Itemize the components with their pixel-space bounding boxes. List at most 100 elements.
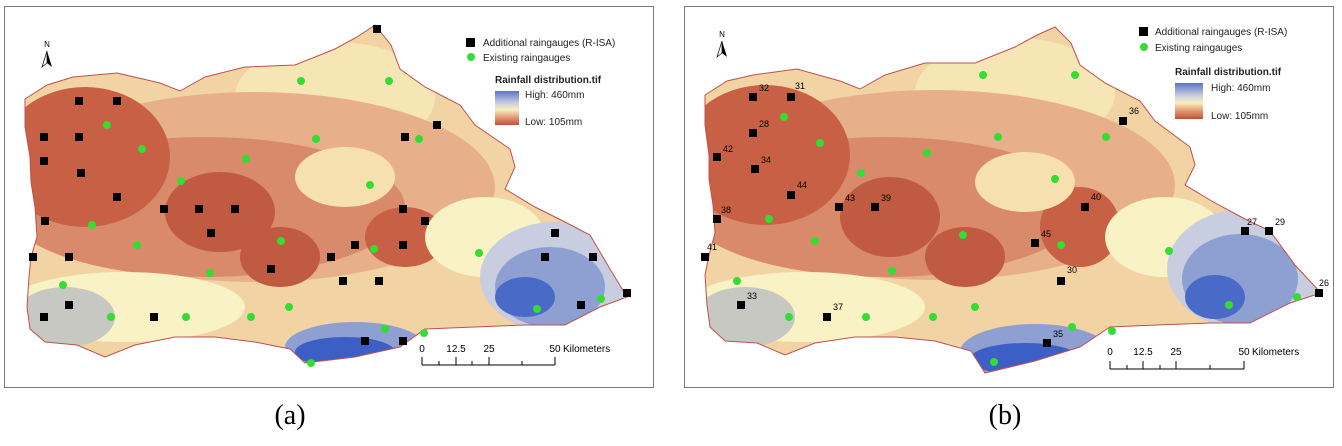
additional-gauge-marker bbox=[401, 133, 409, 141]
additional-gauge-marker bbox=[65, 301, 73, 309]
station-label: 39 bbox=[881, 193, 891, 203]
north-label: N bbox=[719, 30, 725, 39]
legend-existing-swatch bbox=[467, 53, 475, 61]
additional-gauge-marker bbox=[113, 193, 121, 201]
station-label: 33 bbox=[747, 291, 757, 301]
existing-gauge-marker bbox=[979, 71, 987, 79]
existing-gauge-marker bbox=[285, 303, 293, 311]
existing-gauge-marker bbox=[816, 139, 824, 147]
station-label: 37 bbox=[833, 302, 843, 312]
existing-gauge-marker bbox=[990, 358, 998, 366]
additional-gauge-marker bbox=[339, 277, 347, 285]
station-label: 32 bbox=[759, 83, 769, 93]
existing-gauge-marker bbox=[138, 145, 146, 153]
additional-gauge-marker bbox=[373, 25, 381, 33]
legend-existing-swatch bbox=[1140, 43, 1148, 51]
legend-additional-label: Additional raingauges (R-ISA) bbox=[1155, 27, 1287, 38]
map-a-svg: N Additional raingauges (R-ISA) Existing… bbox=[24, 24, 631, 367]
scale-tick-label: 25 bbox=[483, 344, 495, 355]
additional-gauge-marker bbox=[749, 129, 757, 137]
additional-gauge-marker bbox=[551, 229, 559, 237]
additional-gauge-marker bbox=[713, 215, 721, 223]
existing-gauge-marker bbox=[929, 313, 937, 321]
scale-bar-b: 0 12.5 25 50 Kilometers bbox=[1107, 347, 1299, 370]
additional-gauge-marker bbox=[737, 301, 745, 309]
additional-gauge-marker bbox=[751, 165, 759, 173]
scale-unit-label: Kilometers bbox=[1252, 347, 1299, 358]
additional-gauge-marker bbox=[361, 337, 369, 345]
existing-gauge-marker bbox=[307, 359, 315, 367]
additional-gauge-marker bbox=[399, 241, 407, 249]
existing-gauge-marker bbox=[103, 121, 111, 129]
station-label: 35 bbox=[1053, 329, 1063, 339]
scale-bar-a: 0 12.5 25 50 Kilometers bbox=[419, 344, 610, 366]
existing-gauge-marker bbox=[182, 313, 190, 321]
existing-gauge-marker bbox=[59, 281, 67, 289]
station-label: 27 bbox=[1247, 217, 1257, 227]
basin-boundary-b bbox=[704, 26, 1322, 374]
existing-gauge-marker bbox=[959, 231, 967, 239]
map-b-svg: 32 31 28 42 34 44 43 39 36 40 38 41 45 2… bbox=[701, 26, 1329, 374]
existing-gauge-marker bbox=[297, 77, 305, 85]
existing-gauge-marker bbox=[1071, 71, 1079, 79]
existing-gauge-marker bbox=[206, 269, 214, 277]
legend-low-label: Low: 105mm bbox=[1211, 111, 1268, 122]
additional-gauge-marker bbox=[327, 253, 335, 261]
additional-gauge-marker bbox=[29, 253, 37, 261]
station-label: 44 bbox=[797, 180, 807, 190]
rainfall-raster-b bbox=[705, 27, 1321, 373]
additional-gauge-marker bbox=[1031, 239, 1039, 247]
additional-gauge-marker bbox=[749, 93, 757, 101]
existing-gauge-marker bbox=[1057, 241, 1065, 249]
existing-gauge-marker bbox=[733, 277, 741, 285]
additional-gauge-marker bbox=[195, 205, 203, 213]
legend-additional-swatch bbox=[1139, 27, 1148, 36]
additional-gauge-marker bbox=[541, 253, 549, 261]
map-panel-a: N Additional raingauges (R-ISA) Existing… bbox=[4, 6, 654, 388]
existing-gauge-marker bbox=[1165, 247, 1173, 255]
rainfall-raster-a bbox=[25, 25, 627, 363]
additional-gauge-marker bbox=[267, 265, 275, 273]
figure-caption-a: (a) bbox=[274, 400, 306, 431]
additional-gauge-marker bbox=[835, 203, 843, 211]
north-label: N bbox=[44, 40, 50, 49]
additional-gauge-marker bbox=[623, 289, 631, 297]
station-labels-b: 32 31 28 42 34 44 43 39 36 40 38 41 45 2… bbox=[707, 81, 1329, 339]
existing-gauge-marker bbox=[971, 303, 979, 311]
existing-gauge-marker bbox=[765, 215, 773, 223]
existing-gauge-marker bbox=[597, 295, 605, 303]
figure-caption-b: (b) bbox=[988, 400, 1022, 431]
existing-gauge-marker bbox=[994, 133, 1002, 141]
existing-gauge-marker bbox=[1051, 175, 1059, 183]
existing-gauge-marker bbox=[1068, 323, 1076, 331]
existing-gauge-marker bbox=[177, 177, 185, 185]
additional-gauge-marker bbox=[1315, 289, 1323, 297]
additional-gauge-marker bbox=[40, 157, 48, 165]
legend-raster-title: Rainfall distribution.tif bbox=[495, 75, 602, 86]
additional-gauge-marker bbox=[399, 205, 407, 213]
additional-gauge-marker bbox=[1057, 277, 1065, 285]
scale-tick-label: 12.5 bbox=[446, 344, 466, 355]
existing-gauge-marker bbox=[133, 241, 141, 249]
station-label: 34 bbox=[761, 155, 771, 165]
additional-gauge-marker bbox=[787, 93, 795, 101]
scale-tick-label: 0 bbox=[419, 344, 425, 355]
scale-unit-label: Kilometers bbox=[563, 344, 610, 355]
station-label: 40 bbox=[1091, 192, 1101, 202]
additional-gauge-marker bbox=[577, 301, 585, 309]
additional-gauge-marker bbox=[65, 253, 73, 261]
additional-gauge-marker bbox=[1265, 227, 1273, 235]
existing-gauge-marker bbox=[1293, 293, 1301, 301]
additional-gauge-marker bbox=[231, 205, 239, 213]
existing-gauge-marker bbox=[312, 135, 320, 143]
additional-gauge-marker bbox=[207, 229, 215, 237]
existing-gauge-marker bbox=[277, 237, 285, 245]
additional-raingauges-b bbox=[701, 93, 1323, 347]
north-arrow-icon: N bbox=[716, 30, 727, 58]
existing-gauge-marker bbox=[366, 181, 374, 189]
legend-existing-label: Existing raingauges bbox=[1155, 43, 1242, 54]
existing-gauge-marker bbox=[1102, 133, 1110, 141]
additional-gauge-marker bbox=[150, 313, 158, 321]
existing-gauge-marker bbox=[415, 135, 423, 143]
legend-high-label: High: 460mm bbox=[525, 90, 584, 101]
